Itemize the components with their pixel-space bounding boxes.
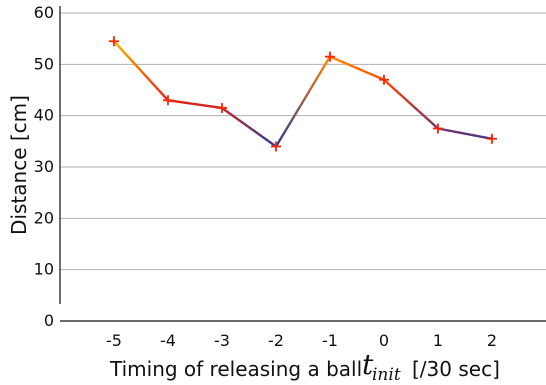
x-tick-labels: -5 -4 -3 -2 -1 0 1 2 xyxy=(106,331,497,350)
data-point xyxy=(487,133,497,144)
y-tick-label: 10 xyxy=(34,260,54,279)
grid-lines xyxy=(60,12,546,271)
x-tick-label: 1 xyxy=(433,331,443,350)
y-tick-label: 50 xyxy=(34,54,54,73)
axes xyxy=(59,6,546,322)
line-segment xyxy=(436,127,494,140)
y-tick-label: 60 xyxy=(34,3,54,22)
y-tick-label: 0 xyxy=(44,311,54,330)
y-tick-label: 30 xyxy=(34,157,54,176)
line-segment xyxy=(382,78,440,130)
y-tick-labels: 0 10 20 30 40 50 60 xyxy=(34,3,54,330)
x-axis-title: Timing of releasing a ball t init [/30 s… xyxy=(109,348,500,385)
line-segment xyxy=(328,55,386,81)
y-tick-label: 40 xyxy=(34,106,54,125)
series-markers xyxy=(109,36,497,152)
x-tick-label: -4 xyxy=(160,331,176,350)
line-segment xyxy=(112,40,170,102)
data-point xyxy=(217,102,227,113)
x-axis-title-symbol: t xyxy=(362,348,374,381)
line-segment xyxy=(274,55,332,148)
x-tick-label: 2 xyxy=(487,331,497,350)
y-axis-title: Distance [cm] xyxy=(7,95,31,235)
x-tick-label: -2 xyxy=(268,331,284,350)
x-axis-title-text: Timing of releasing a ball xyxy=(109,357,362,381)
y-tick-label: 20 xyxy=(34,208,54,227)
data-point xyxy=(433,123,443,134)
x-axis-title-subscript: init xyxy=(372,365,401,385)
data-point xyxy=(325,51,335,62)
data-point xyxy=(379,74,389,85)
x-tick-label: -5 xyxy=(106,331,122,350)
line-segment xyxy=(220,106,278,148)
data-point xyxy=(109,36,119,47)
data-point xyxy=(163,95,173,106)
series-line xyxy=(112,40,494,148)
x-axis-title-unit: [/30 sec] xyxy=(412,357,500,381)
data-point xyxy=(271,141,281,152)
x-tick-label: -3 xyxy=(214,331,230,350)
x-tick-label: 0 xyxy=(379,331,389,350)
x-tick-label: -1 xyxy=(322,331,338,350)
line-segment xyxy=(166,99,224,110)
